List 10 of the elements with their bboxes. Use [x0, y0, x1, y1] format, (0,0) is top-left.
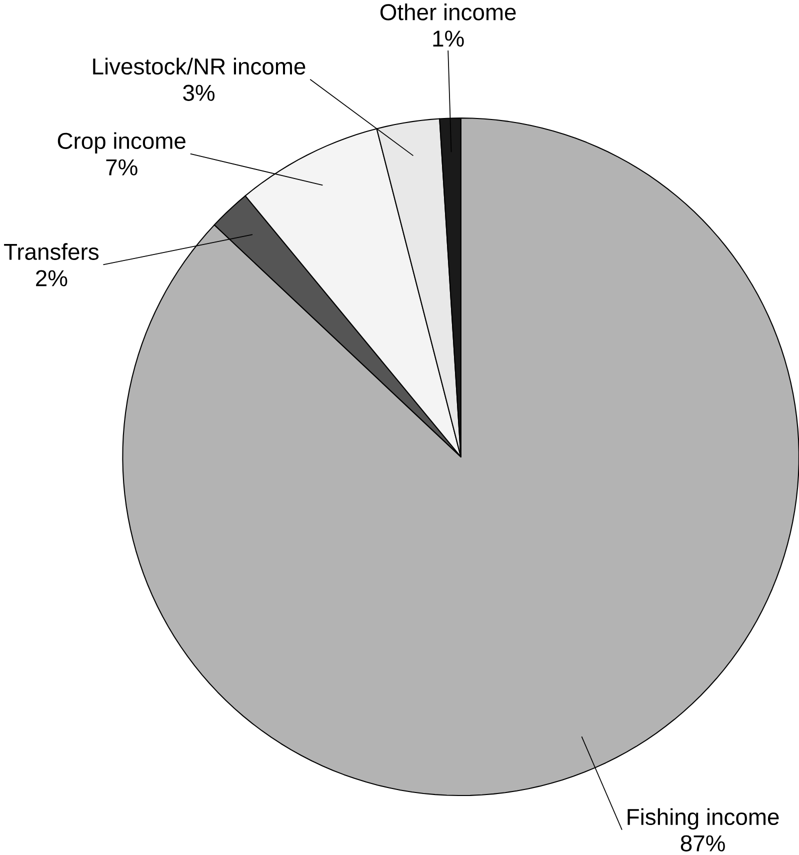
- slice-label: Fishing income: [628, 808, 778, 830]
- slice-label: Crop income: [58, 132, 186, 154]
- slice-label: Other income: [380, 4, 516, 20]
- slice-label: Livestock/NR income: [92, 58, 305, 75]
- slice-label: Transfers: [4, 243, 98, 260]
- data-label: 3%: [182, 84, 214, 101]
- data-label: 7%: [106, 159, 138, 176]
- data-label: 87%: [680, 835, 725, 852]
- data-label: 1%: [433, 30, 464, 47]
- data-label: 2%: [36, 270, 67, 286]
